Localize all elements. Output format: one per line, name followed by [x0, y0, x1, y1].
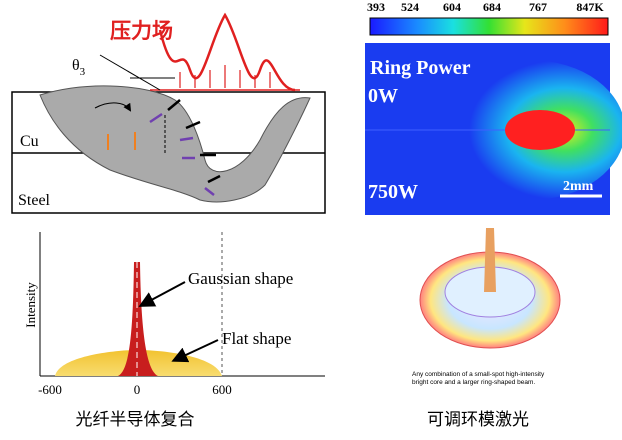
gaussian-profile: [118, 262, 158, 376]
flat-label: Flat shape: [222, 329, 291, 348]
gaussian-arrow: [138, 281, 186, 307]
profile-panel: Intensity Gaussian shape Flat shape -600…: [23, 232, 325, 397]
colorbar-label: 767: [529, 0, 547, 14]
colorbar-label: 604: [443, 0, 461, 14]
colorbar-label: 847K: [576, 0, 604, 14]
ring-caption-1: Any combination of a small-spot high-int…: [412, 371, 545, 378]
x-tick-label: 600: [212, 382, 232, 397]
colorbar-labels: 393 524 604 684 767 847K: [367, 0, 604, 14]
flow-arrows: [149, 112, 215, 196]
upward-arrows: [107, 132, 136, 150]
heat-title: Ring Power: [370, 57, 471, 79]
angle-label: θ3: [72, 57, 86, 78]
y-label: Intensity: [23, 282, 38, 328]
bottom-power: 750W: [368, 181, 418, 203]
angle-line: [99, 54, 161, 91]
steel-label: Steel: [18, 192, 51, 209]
ring-caption-2: bright core and a larger ring-shaped bea…: [412, 379, 535, 386]
colorbar: [369, 17, 609, 36]
cu-label: Cu: [20, 133, 39, 150]
colorbar-label: 684: [483, 0, 501, 14]
weld-panel: 压力场 θ3 Cu Steel: [11, 12, 326, 214]
pressure-label: 压力场: [110, 19, 173, 43]
gaussian-label: Gaussian shape: [188, 269, 293, 288]
top-power: 0W: [368, 85, 398, 107]
right-caption: 可调环模激光: [427, 410, 529, 430]
pressure-arrows: [179, 65, 271, 88]
circulation-arrow: [94, 102, 132, 112]
colorbar-label: 393: [367, 0, 385, 14]
force-arrows: [167, 99, 221, 184]
left-caption: 光纤半导体复合: [76, 410, 195, 430]
scale-label: 2mm: [563, 179, 594, 194]
core-peak: [484, 228, 496, 292]
melt-pool: [39, 85, 311, 203]
pressure-curve: [158, 12, 296, 92]
x-tick-labels: -600 0 600: [38, 382, 232, 397]
x-tick-label: -600: [38, 382, 62, 397]
flat-arrow: [171, 339, 219, 363]
x-tick-label: 0: [134, 382, 141, 397]
angle-symbol: θ: [72, 57, 80, 74]
colorbar-label: 524: [401, 0, 419, 14]
heat-panel: 393 524 604 684 767 847K Ring Power 0W 750W 2…: [365, 0, 622, 215]
hot-spot: [505, 110, 575, 150]
ring-panel: Any combination of a small-spot high-int…: [412, 228, 561, 386]
angle-subscript: 3: [80, 66, 86, 78]
